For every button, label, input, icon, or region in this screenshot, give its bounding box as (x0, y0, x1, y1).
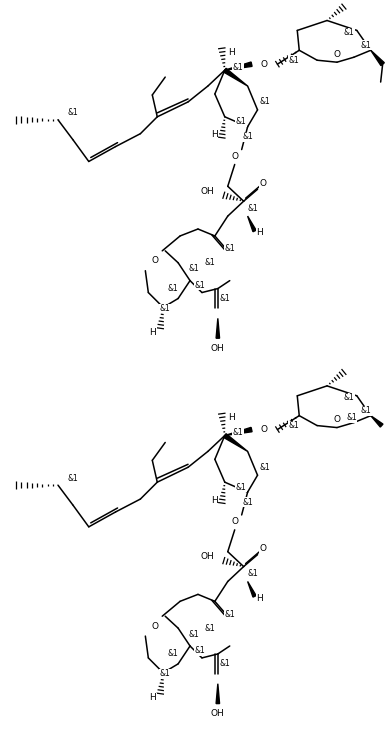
Text: &1: &1 (194, 646, 205, 656)
Text: &1: &1 (242, 498, 253, 506)
Polygon shape (248, 581, 256, 597)
Polygon shape (225, 62, 252, 70)
Text: O: O (261, 425, 268, 434)
Text: &1: &1 (248, 204, 258, 213)
Text: &1: &1 (159, 669, 170, 679)
Text: O: O (259, 544, 266, 553)
Text: &1: &1 (248, 569, 258, 578)
Text: &1: &1 (233, 63, 244, 71)
Polygon shape (224, 434, 248, 451)
Text: &1: &1 (204, 623, 215, 633)
Polygon shape (248, 216, 256, 232)
Text: O: O (231, 152, 238, 161)
Text: O: O (259, 179, 266, 188)
Text: &1: &1 (159, 304, 170, 313)
Text: &1: &1 (220, 659, 231, 668)
Text: &1: &1 (361, 406, 371, 415)
Polygon shape (216, 684, 219, 704)
Text: &1: &1 (233, 428, 244, 437)
Text: H: H (256, 594, 263, 603)
Text: OH: OH (200, 552, 214, 561)
Text: &1: &1 (68, 108, 79, 117)
Text: &1: &1 (259, 97, 270, 107)
Polygon shape (371, 50, 384, 66)
Text: &1: &1 (346, 413, 357, 422)
Text: O: O (152, 622, 159, 631)
Text: &1: &1 (361, 40, 371, 50)
Text: &1: &1 (236, 117, 247, 127)
Text: &1: &1 (204, 258, 215, 267)
Polygon shape (371, 416, 383, 427)
Text: &1: &1 (236, 483, 247, 492)
Text: H: H (228, 48, 235, 57)
Text: O: O (333, 50, 340, 59)
Text: &1: &1 (225, 609, 235, 619)
Text: OH: OH (200, 187, 214, 196)
Text: OH: OH (211, 344, 225, 353)
Text: &1: &1 (220, 294, 231, 303)
Polygon shape (225, 428, 252, 436)
Text: &1: &1 (188, 264, 199, 273)
Text: O: O (333, 415, 340, 424)
Text: &1: &1 (343, 393, 354, 403)
Text: H: H (149, 693, 156, 702)
Text: &1: &1 (289, 421, 299, 430)
Text: &1: &1 (289, 56, 299, 65)
Text: &1: &1 (167, 284, 178, 293)
Text: &1: &1 (167, 649, 178, 659)
Text: H: H (228, 413, 235, 422)
Text: &1: &1 (343, 28, 354, 37)
Polygon shape (216, 319, 219, 339)
Text: H: H (149, 328, 156, 337)
Text: &1: &1 (259, 463, 270, 472)
Polygon shape (224, 68, 248, 86)
Text: O: O (152, 256, 159, 265)
Text: H: H (211, 495, 218, 505)
Text: O: O (261, 60, 268, 68)
Text: &1: &1 (242, 132, 253, 141)
Text: H: H (256, 228, 263, 238)
Text: O: O (231, 517, 238, 526)
Text: OH: OH (211, 709, 225, 718)
Text: H: H (211, 130, 218, 139)
Text: &1: &1 (68, 474, 79, 483)
Text: &1: &1 (225, 244, 235, 253)
Text: &1: &1 (194, 281, 205, 290)
Text: &1: &1 (188, 629, 199, 639)
